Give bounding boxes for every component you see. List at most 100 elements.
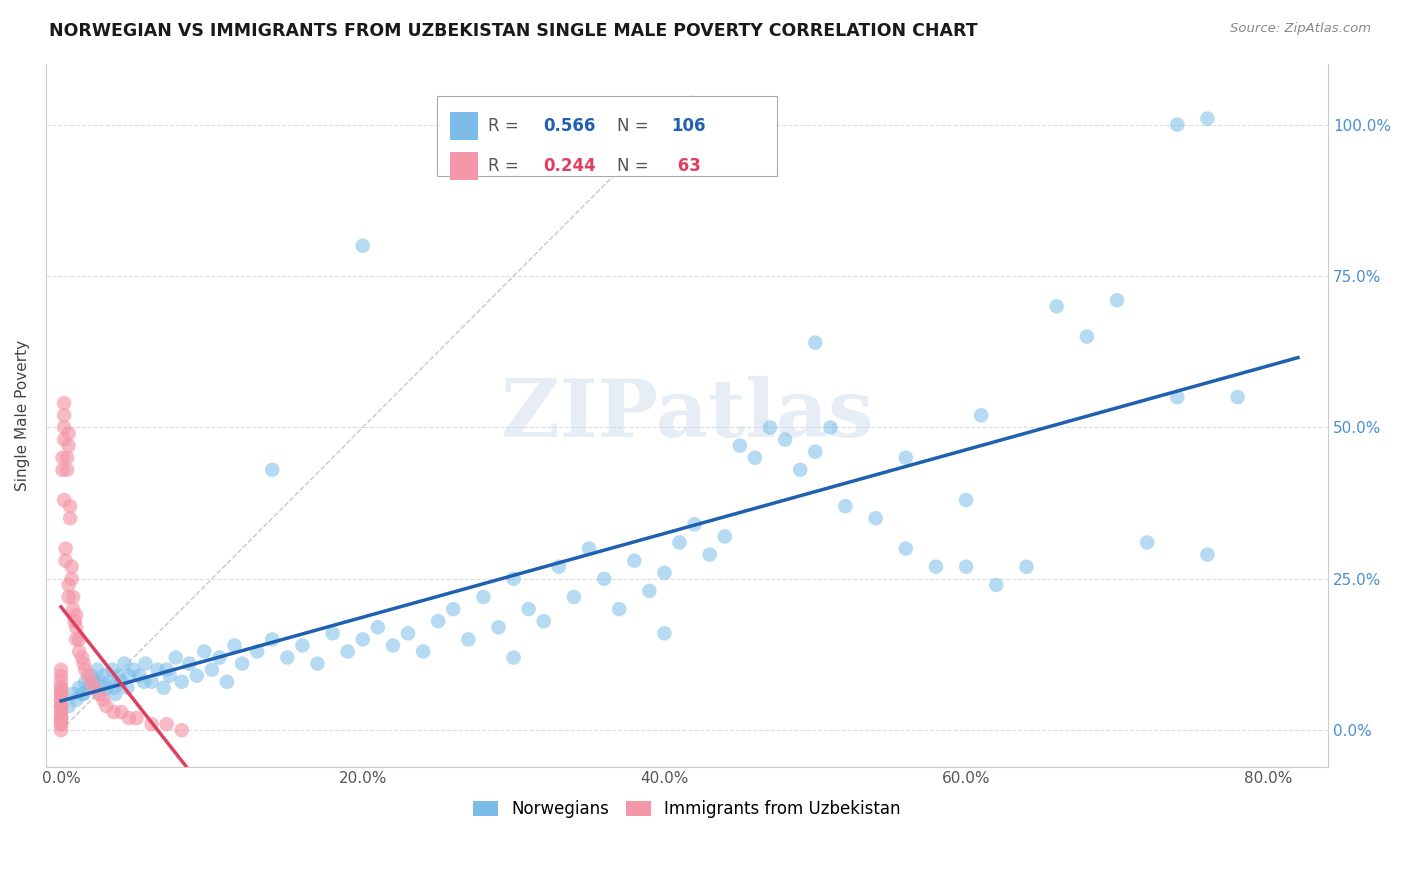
Point	[110, 705, 132, 719]
Point	[208, 650, 231, 665]
Point	[58, 698, 80, 713]
Legend: Norwegians, Immigrants from Uzbekistan: Norwegians, Immigrants from Uzbekistan	[467, 794, 908, 825]
Point	[56, 463, 79, 477]
Point	[77, 681, 100, 695]
Point	[56, 450, 79, 465]
Point	[51, 450, 73, 465]
Point	[49, 717, 72, 731]
Point	[894, 450, 917, 465]
Point	[49, 674, 72, 689]
Point	[488, 620, 510, 634]
Point	[80, 669, 103, 683]
Point	[156, 663, 179, 677]
Point	[1166, 118, 1188, 132]
Point	[1226, 390, 1249, 404]
Point	[165, 650, 187, 665]
Point	[412, 644, 434, 658]
Point	[49, 698, 72, 713]
Point	[53, 396, 76, 410]
Point	[103, 681, 125, 695]
Point	[51, 463, 73, 477]
Point	[152, 681, 174, 695]
Text: ZIPatlas: ZIPatlas	[501, 376, 873, 454]
Point	[336, 644, 359, 658]
Point	[122, 663, 145, 677]
Point	[53, 420, 76, 434]
Point	[70, 687, 93, 701]
Point	[789, 463, 811, 477]
Point	[55, 541, 77, 556]
Point	[91, 669, 114, 683]
Point	[834, 499, 856, 513]
Point	[547, 559, 569, 574]
Point	[110, 674, 132, 689]
Point	[58, 439, 80, 453]
Point	[53, 433, 76, 447]
Point	[291, 639, 314, 653]
Point	[107, 669, 129, 683]
Point	[186, 669, 208, 683]
Point	[396, 626, 419, 640]
Point	[49, 711, 72, 725]
Point	[73, 687, 96, 701]
Point	[49, 705, 72, 719]
Point	[65, 693, 87, 707]
Point	[53, 493, 76, 508]
Point	[87, 687, 110, 701]
Point	[49, 698, 72, 713]
Point	[607, 602, 630, 616]
Point	[457, 632, 479, 647]
Point	[352, 632, 374, 647]
Point	[322, 626, 344, 640]
Point	[118, 669, 141, 683]
Point	[49, 687, 72, 701]
Point	[89, 687, 111, 701]
Point	[87, 674, 110, 689]
Point	[65, 620, 87, 634]
Point	[75, 663, 97, 677]
Point	[472, 590, 495, 604]
Point	[49, 663, 72, 677]
Point	[58, 590, 80, 604]
Point	[276, 650, 298, 665]
Point	[307, 657, 329, 671]
Point	[502, 650, 524, 665]
Point	[49, 723, 72, 738]
Point	[53, 409, 76, 423]
Point	[118, 711, 141, 725]
Point	[112, 657, 135, 671]
Point	[49, 698, 72, 713]
Point	[713, 529, 735, 543]
Point	[215, 674, 238, 689]
Point	[141, 674, 163, 689]
Text: NORWEGIAN VS IMMIGRANTS FROM UZBEKISTAN SINGLE MALE POVERTY CORRELATION CHART: NORWEGIAN VS IMMIGRANTS FROM UZBEKISTAN …	[49, 22, 977, 40]
Point	[1197, 112, 1219, 126]
Point	[1136, 535, 1159, 549]
Point	[804, 444, 827, 458]
FancyBboxPatch shape	[437, 95, 776, 177]
Point	[381, 639, 404, 653]
Point	[1197, 548, 1219, 562]
Point	[638, 583, 661, 598]
Text: N =: N =	[617, 157, 654, 176]
Point	[49, 711, 72, 725]
Point	[62, 590, 84, 604]
Point	[170, 723, 193, 738]
Point	[654, 566, 676, 580]
Point	[49, 705, 72, 719]
Point	[773, 433, 796, 447]
Point	[103, 705, 125, 719]
Point	[49, 669, 72, 683]
Point	[49, 717, 72, 731]
Point	[65, 608, 87, 623]
Point	[533, 614, 555, 628]
Point	[170, 674, 193, 689]
Point	[65, 632, 87, 647]
Point	[593, 572, 616, 586]
Point	[159, 669, 181, 683]
Point	[1046, 299, 1069, 313]
Point	[1076, 329, 1098, 343]
Point	[427, 614, 450, 628]
Point	[224, 639, 246, 653]
Point	[58, 578, 80, 592]
